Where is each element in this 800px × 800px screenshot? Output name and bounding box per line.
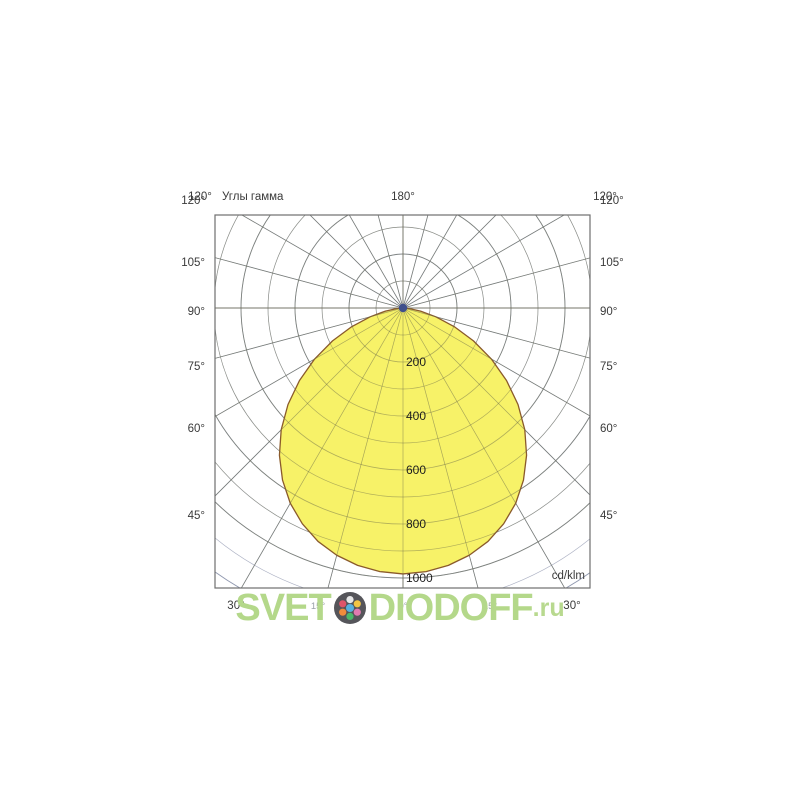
left-gamma-label-105: 105° bbox=[181, 257, 205, 269]
left-gamma-label-90: 90° bbox=[188, 306, 205, 318]
radial-tick-1000: 1000 bbox=[406, 571, 433, 585]
plot-frame bbox=[214, 214, 591, 589]
gamma-axis-title: Углы гамма bbox=[222, 191, 284, 203]
right-gamma-label-75: 75° bbox=[600, 361, 617, 373]
left-gamma-label-75: 75° bbox=[188, 361, 205, 373]
radial-tick-800: 800 bbox=[406, 517, 426, 531]
left-gamma-label-60: 60° bbox=[188, 423, 205, 435]
unit-label: cd/klm bbox=[552, 570, 585, 582]
left-gamma-label-120: 120° bbox=[181, 195, 205, 207]
right-gamma-label-105: 105° bbox=[600, 257, 624, 269]
top-left-gamma-label-120: 120° bbox=[188, 191, 212, 203]
bottom-gamma-label-30-left: 30° bbox=[227, 600, 244, 612]
left-gamma-label-45: 45° bbox=[188, 510, 205, 522]
right-gamma-label-45: 45° bbox=[600, 510, 617, 522]
radial-tick-600: 600 bbox=[406, 463, 426, 477]
origin-marker bbox=[398, 303, 408, 313]
right-gamma-label-90: 90° bbox=[600, 306, 617, 318]
right-gamma-label-120: 120° bbox=[600, 195, 624, 207]
bottom-gamma-label-30-right: 30° bbox=[563, 600, 580, 612]
polar-grid-overlay bbox=[215, 215, 590, 588]
right-gamma-label-60: 60° bbox=[600, 423, 617, 435]
top-gamma-label-180: 180° bbox=[391, 191, 415, 203]
radial-tick-200: 200 bbox=[406, 355, 426, 369]
top-right-gamma-label-120: 120° bbox=[593, 191, 617, 203]
radial-tick-400: 400 bbox=[406, 409, 426, 423]
bottom-gamma-label-15-left: 15° bbox=[311, 601, 326, 612]
bottom-gamma-label-0: 0° bbox=[398, 601, 407, 612]
bottom-gamma-label-15-right: 15° bbox=[483, 601, 498, 612]
